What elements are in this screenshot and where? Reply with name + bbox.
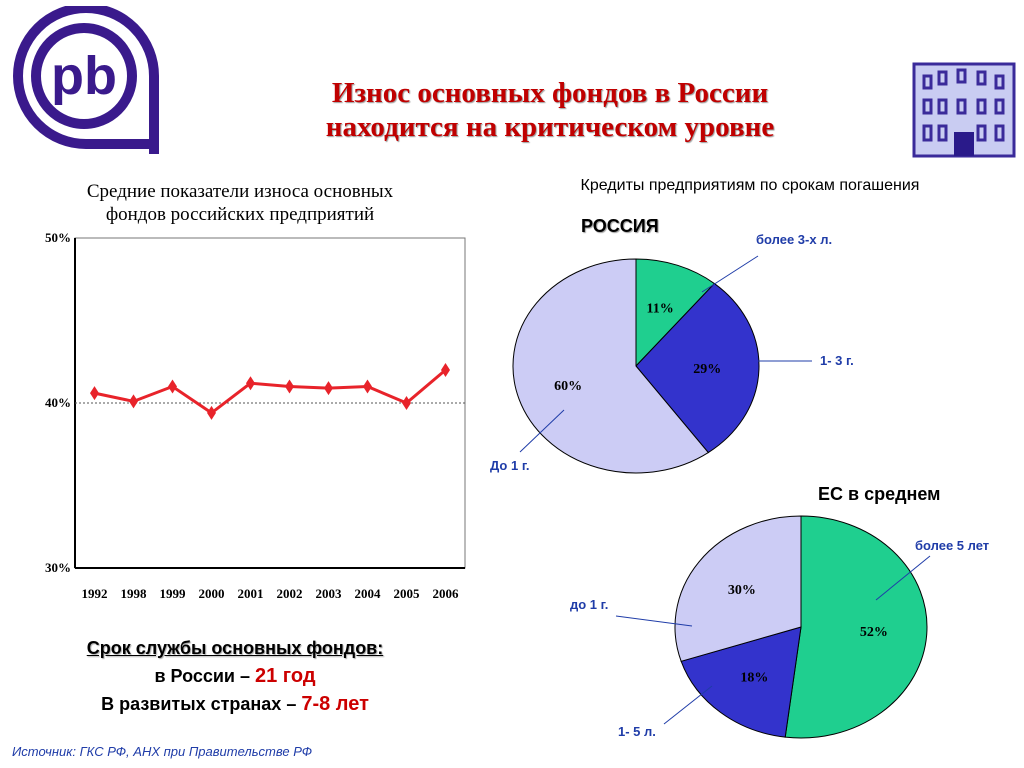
- pie-slice: [635, 258, 716, 368]
- x-tick-label: 2000: [199, 586, 225, 601]
- building-icon: [912, 62, 1016, 158]
- pie-slice: [674, 515, 802, 662]
- data-point: [363, 379, 372, 394]
- russia-label-more3: более 3-х л.: [756, 232, 833, 247]
- data-point: [168, 379, 177, 394]
- pie-slice: [512, 258, 710, 474]
- x-tick-label: 1998: [121, 586, 148, 601]
- data-point: [129, 394, 138, 409]
- data-point: [324, 381, 333, 396]
- data-point: [441, 363, 450, 377]
- svg-text:pb: pb: [51, 46, 117, 106]
- service-life-russia-prefix: в России –: [154, 666, 255, 686]
- service-life-block: Срок службы основных фондов: в России – …: [20, 634, 450, 718]
- service-life-developed: В развитых странах – 7-8 лет: [20, 690, 450, 718]
- service-life-russia-value: 21 год: [255, 665, 316, 687]
- data-point: [207, 405, 216, 420]
- line-chart: 50% 40% 30% 1992 1998 1999 2000 2001 2002 2003 20…: [45, 230, 466, 601]
- line-chart-title: Средние показатели износа основных фондо…: [20, 180, 460, 226]
- pie-slice-label: 11%: [647, 302, 674, 317]
- pie-slice-label: 30%: [728, 583, 756, 598]
- eu-pie-chart: 52% 18% 30%: [674, 515, 928, 739]
- data-point: [402, 396, 411, 410]
- eu-label-upto1: до 1 г.: [570, 597, 609, 612]
- eu-label-1-5: 1- 5 л.: [618, 724, 656, 739]
- data-point: [90, 386, 99, 401]
- x-tick-label: 1999: [160, 586, 187, 601]
- pie-slice-label: 29%: [693, 362, 721, 377]
- x-tick-label: 2006: [433, 586, 460, 601]
- pie-slice-label: 18%: [740, 671, 768, 686]
- pie-slice-label: 52%: [860, 625, 888, 640]
- service-life-russia: в России – 21 год: [20, 662, 450, 690]
- pb-logo-icon: pb: [13, 6, 159, 154]
- russia-leader-lines: [519, 255, 812, 453]
- x-tick-label: 2003: [316, 586, 343, 601]
- pie-slice: [635, 282, 760, 454]
- line-chart-title-1: Средние показатели износа основных: [86, 181, 394, 202]
- data-point: [246, 376, 255, 391]
- source-note: Источник: ГКС РФ, АНХ при Правительстве …: [12, 744, 313, 759]
- service-life-developed-prefix: В развитых странах –: [101, 694, 302, 714]
- y-tick-label: 40%: [45, 395, 71, 410]
- credits-heading: Кредиты предприятиям по срокам погашения: [580, 177, 920, 194]
- russia-pie-chart: 11% 29% 60%: [512, 258, 760, 474]
- line-chart-title-2: фондов российских предприятий: [105, 204, 375, 225]
- x-tick-label: 2004: [355, 586, 382, 601]
- y-tick-label: 30%: [45, 560, 71, 575]
- page-title: Износ основных фондов в России находится…: [200, 76, 900, 144]
- title-line-2: находится на критическом уровне: [325, 111, 775, 143]
- eu-label-more5: более 5 лет: [915, 538, 990, 553]
- russia-label-upto1: До 1 г.: [490, 458, 530, 473]
- x-tick-label: 2002: [277, 586, 303, 601]
- series-line: [94, 368, 447, 415]
- title-line-1: Износ основных фондов в России: [331, 77, 769, 109]
- russia-label-1-3: 1- 3 г.: [820, 353, 854, 368]
- x-tick-label: 1992: [82, 586, 108, 601]
- y-tick-label: 50%: [45, 230, 71, 245]
- pie-slice: [784, 515, 928, 739]
- service-life-heading: Срок службы основных фондов:: [86, 638, 384, 658]
- pie-slice-label: 60%: [554, 379, 582, 394]
- eu-leader-lines: [615, 555, 931, 725]
- data-point: [285, 379, 294, 394]
- pie-slice: [680, 626, 802, 738]
- x-tick-label: 2001: [238, 586, 264, 601]
- x-tick-label: 2005: [394, 586, 421, 601]
- eu-pie-title: ЕС в среднем: [818, 484, 941, 504]
- service-life-developed-value: 7-8 лет: [301, 693, 369, 715]
- russia-pie-title: РОССИЯ: [581, 216, 659, 236]
